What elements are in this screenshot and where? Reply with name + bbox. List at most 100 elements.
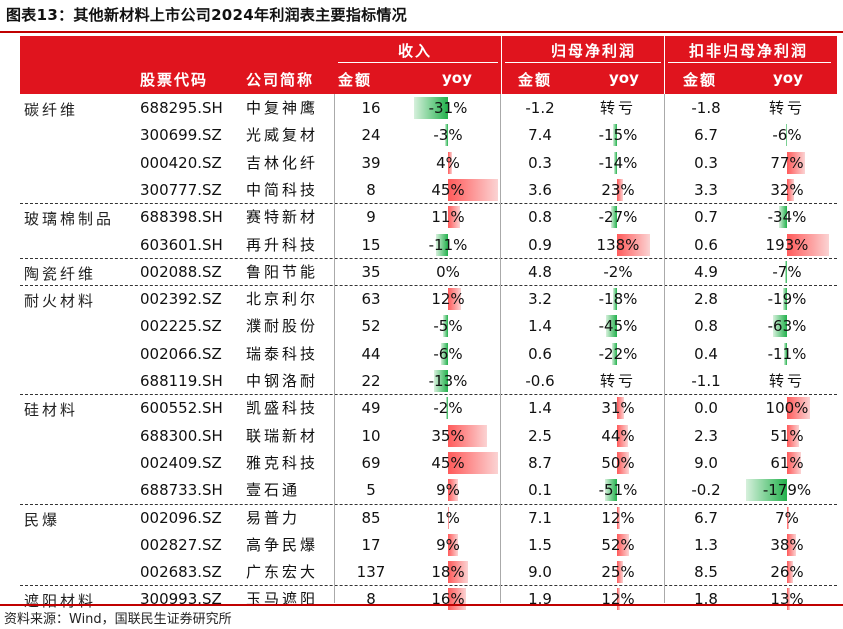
deducted-profit-yoy: -19% [767,290,807,309]
revenue-amount: 63 [361,290,381,309]
dp-yoy-bar [787,506,789,529]
rev-yoy-bar [448,561,468,584]
stock-code: 688119.SH [140,372,223,390]
stock-code: 002683.SZ [140,563,222,582]
np-yoy-bar [617,397,625,420]
group-separator [20,394,837,396]
net-profit-yoy: 50% [601,453,635,472]
dp-yoy-bar [787,451,802,474]
column-divider [664,94,665,603]
header-separator [664,36,665,94]
deducted-profit-yoy: 100% [765,399,809,418]
revenue-amount: 15 [361,235,381,254]
stock-code: 002392.SZ [140,290,222,309]
header-underline-net-profit [505,62,661,63]
company-name: 赛特新材 [246,208,319,227]
net-profit-amount: -1.2 [525,99,555,117]
net-profit-yoy: -27% [598,208,638,227]
revenue-yoy: 9% [436,535,460,554]
dp-yoy-bar [787,561,793,584]
header-np-amount: 金额 [518,71,553,89]
dp-yoy-bar [787,178,795,201]
page-title: 图表13：其他新材料上市公司2024年利润表主要指标情况 [6,6,408,24]
deducted-profit-amount: 2.8 [694,290,718,309]
deducted-profit-yoy: 193% [765,235,809,254]
header-deducted-profit: 扣非归母净利润 [689,42,809,60]
header-code: 股票代码 [140,71,209,89]
net-profit-yoy: -45% [598,317,638,336]
rev-yoy-bar [444,124,448,147]
net-profit-amount: 1.9 [528,590,552,609]
rev-yoy-bar [413,97,448,119]
category-label: 碳纤维 [24,101,79,119]
deducted-profit-yoy: 32% [770,180,804,199]
dp-yoy-bar [779,206,787,229]
revenue-yoy: 45% [431,453,465,472]
stock-code: 002409.SZ [140,453,222,472]
net-profit-yoy: -51% [598,481,638,500]
revenue-yoy: 16% [431,590,465,609]
deducted-profit-amount: 0.7 [694,208,718,227]
company-name: 北京利尔 [246,290,319,309]
header-rev-amount: 金额 [338,71,373,89]
rev-yoy-bar [448,424,487,447]
company-name: 壹石通 [246,481,301,500]
net-profit-amount: 3.6 [528,180,552,199]
net-profit-amount: 8.7 [528,453,552,472]
stock-code: 688295.SH [140,99,223,117]
rev-yoy-bar [448,479,458,502]
deducted-profit-yoy: -6% [772,126,802,145]
net-profit-amount: 0.9 [528,235,552,254]
deducted-profit-amount: 0.8 [694,317,718,336]
stock-code: 002096.SZ [140,508,222,527]
revenue-yoy: 9% [436,481,460,500]
deducted-profit-yoy: 61% [770,453,804,472]
rev-yoy-bar [448,506,450,529]
revenue-amount: 49 [361,399,381,418]
company-name: 中简科技 [246,180,319,199]
net-profit-yoy: 转亏 [599,372,636,390]
net-profit-yoy: -15% [598,126,638,145]
np-yoy-bar [617,588,620,611]
net-profit-amount: 3.2 [528,290,552,309]
net-profit-yoy: -14% [598,153,638,172]
company-name: 玉马遮阳 [246,590,319,609]
revenue-amount: 85 [361,508,381,527]
net-profit-yoy: 转亏 [599,99,636,117]
header-net-profit: 归母净利润 [551,42,637,60]
company-name: 中钢洛耐 [246,372,319,390]
np-yoy-bar [611,342,617,365]
dp-yoy-bar [787,588,790,611]
stock-code: 300777.SZ [140,180,222,199]
deducted-profit-amount: 4.9 [694,262,718,281]
company-name: 联瑞新材 [246,426,319,445]
revenue-amount: 9 [366,208,376,227]
net-profit-yoy: 23% [601,180,635,199]
dp-yoy-bar [787,233,829,256]
np-yoy-bar [604,479,617,502]
net-profit-amount: 1.4 [528,399,552,418]
revenue-yoy: 1% [436,508,460,527]
revenue-yoy: -6% [433,344,463,363]
revenue-yoy: 0% [436,262,460,281]
deducted-profit-amount: 9.0 [694,453,718,472]
company-name: 鲁阳节能 [246,262,319,281]
stock-code: 002225.SZ [140,317,222,336]
source-note: 资料来源：Wind，国联民生证券研究所 [4,612,232,627]
rev-yoy-bar [441,342,448,365]
revenue-yoy: 45% [431,180,465,199]
header-rev-yoy: yoy [442,69,472,87]
group-separator [20,257,837,259]
dp-yoy-bar [785,260,787,283]
np-yoy-bar [617,424,628,447]
net-profit-amount: 4.8 [528,262,552,281]
stock-code: 002827.SZ [140,535,222,554]
net-profit-amount: 0.8 [528,208,552,227]
net-profit-amount: 2.5 [528,426,552,445]
np-yoy-bar [617,506,620,529]
deducted-profit-yoy: -179% [762,481,812,500]
deducted-profit-yoy: 转亏 [768,372,805,390]
revenue-yoy: 18% [431,563,465,582]
revenue-amount: 8 [366,180,376,199]
net-profit-yoy: 44% [601,426,635,445]
